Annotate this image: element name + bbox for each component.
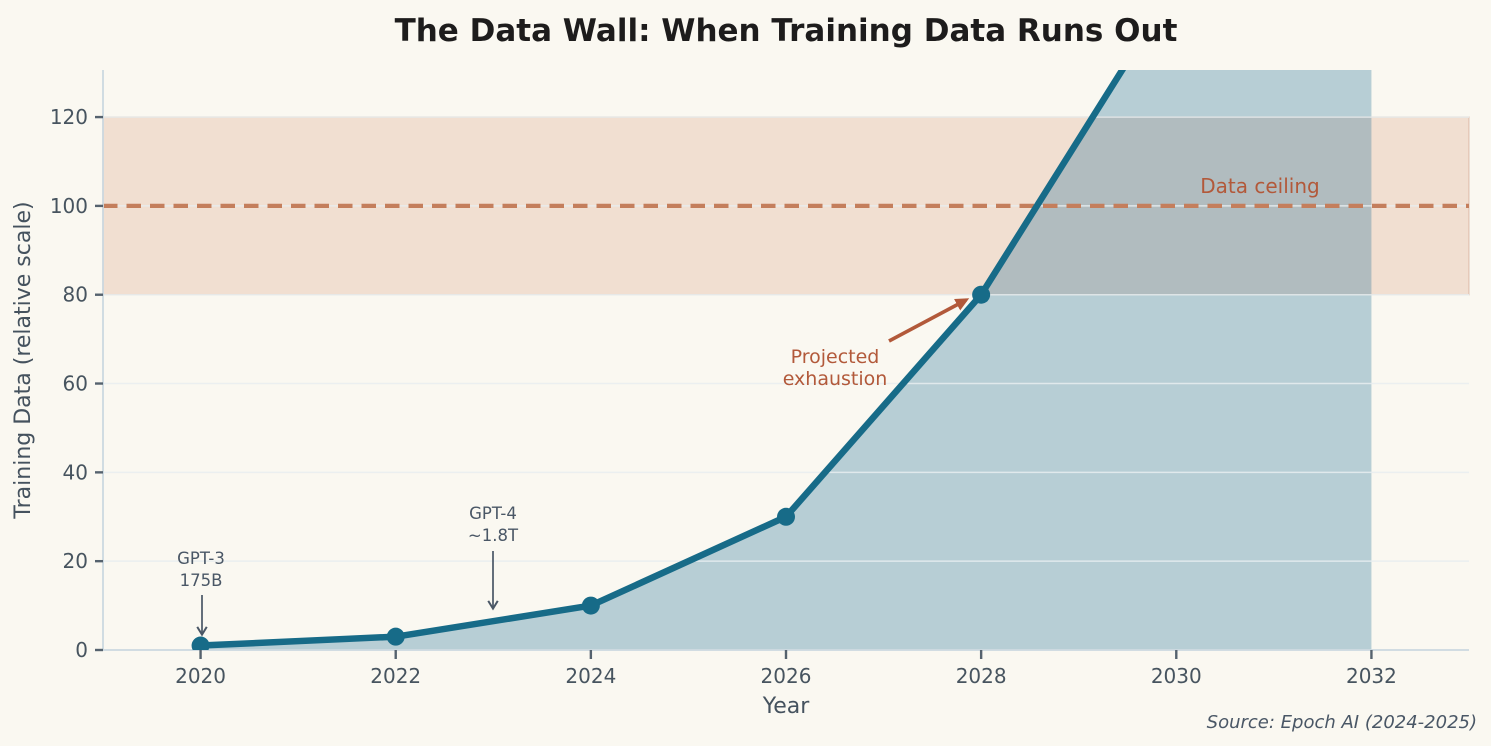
gpt3-annotation-text-line1: GPT-3 [177, 549, 225, 568]
x-tick-label: 2026 [761, 664, 812, 688]
y-tick-label: 100 [50, 194, 88, 218]
axes-layer: 0 20 40 60 80 100 120 2020 2022 2024 2026 2028 2030 2… [50, 70, 1469, 688]
data-point-marker [972, 285, 991, 304]
gpt3-annotation-text-line2: 175B [180, 571, 223, 590]
data-ceiling-label: Data ceiling [1200, 174, 1319, 198]
exhaustion-annotation-text-line2: exhaustion [783, 368, 888, 390]
area-fill [200, 70, 1372, 650]
data-point-marker [191, 636, 210, 650]
data-markers-layer [191, 285, 991, 650]
y-tick-label: 0 [75, 638, 88, 662]
y-tick-label: 80 [63, 283, 88, 307]
gpt3-annotation: GPT-3 175B [177, 549, 225, 637]
x-tick-label: 2032 [1346, 664, 1397, 688]
y-tick-label: 120 [50, 105, 88, 129]
x-tick-label: 2022 [370, 664, 421, 688]
projected-exhaustion-annotation: Projected exhaustion [783, 298, 970, 390]
data-point-marker [581, 596, 600, 615]
exhaustion-annotation-arrow [888, 298, 970, 343]
x-tick-label: 2024 [565, 664, 616, 688]
y-tick-label: 60 [63, 372, 88, 396]
y-axis-label: Training Data (relative scale) [11, 201, 36, 519]
chart-title: The Data Wall: When Training Data Runs O… [395, 13, 1178, 49]
gpt4-annotation-text-line2: ~1.8T [468, 526, 519, 545]
x-axis-label: Year [762, 694, 811, 719]
y-tick-label: 20 [63, 549, 88, 573]
data-point-marker [777, 507, 795, 526]
area-fill-layer [200, 70, 1372, 650]
x-tick-label: 2028 [956, 664, 1007, 688]
source-note: Source: Epoch AI (2024-2025) [1207, 712, 1477, 733]
x-tick-label: 2020 [175, 664, 226, 688]
gpt4-annotation: GPT-4 ~1.8T [468, 504, 519, 611]
x-tick-label: 2030 [1151, 664, 1202, 688]
y-tick-label: 40 [63, 460, 88, 484]
exhaustion-annotation-text-line1: Projected [791, 346, 880, 368]
gpt4-annotation-text-line1: GPT-4 [469, 504, 517, 523]
data-point-marker [386, 627, 405, 646]
